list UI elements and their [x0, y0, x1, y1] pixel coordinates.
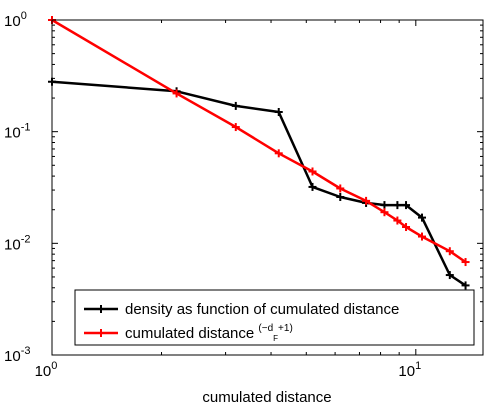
point-density-9 — [402, 201, 411, 210]
x-axis-label: cumulated distance — [202, 389, 331, 406]
point-cumulated-7 — [380, 208, 389, 217]
legend-label-cumulated-sub: F — [273, 334, 278, 343]
legend-marker-density — [97, 305, 105, 313]
point-density-4 — [308, 182, 317, 191]
x-tick-label-0: 100 — [35, 360, 58, 380]
point-cumulated-5 — [336, 184, 345, 193]
legend-label-cumulated-sup-post: +1) — [278, 323, 293, 334]
legend-label-cumulated-main: cumulated distance — [125, 325, 258, 342]
y-tick-label-0: 100 — [4, 10, 27, 30]
y-tick-label-2: 10-2 — [4, 233, 30, 253]
point-cumulated-3 — [274, 149, 283, 158]
legend-label-cumulated-sup-pre: (−d — [258, 323, 273, 334]
point-density-12 — [461, 281, 470, 290]
point-cumulated-4 — [308, 167, 317, 176]
point-cumulated-12 — [461, 258, 470, 267]
point-cumulated-9 — [402, 223, 411, 232]
legend-marker-cumulated — [97, 329, 105, 337]
point-cumulated-2 — [231, 123, 240, 132]
point-density-11 — [445, 271, 454, 280]
y-tick-label-3: 10-3 — [4, 345, 30, 365]
point-density-10 — [418, 213, 427, 222]
plot-area-frame — [51, 19, 484, 356]
tick-layer: 100 101 100 10-1 10-2 10-3 — [4, 10, 483, 380]
point-cumulated-10 — [418, 232, 427, 241]
point-cumulated-1 — [172, 89, 181, 98]
point-cumulated-11 — [445, 247, 454, 256]
series-layer — [48, 16, 470, 290]
x-tick-label-1: 101 — [398, 360, 421, 380]
legend-label-cumulated: cumulated distance (−dF+1) — [125, 323, 293, 343]
point-density-7 — [380, 201, 389, 210]
legend-label-density: density as function of cumulated distanc… — [125, 301, 399, 318]
point-density-3 — [274, 108, 283, 117]
legend: density as function of cumulated distanc… — [74, 289, 475, 346]
point-density-8 — [393, 201, 402, 210]
point-density-2 — [231, 101, 240, 110]
y-tick-label-1: 10-1 — [4, 122, 30, 142]
point-density-5 — [336, 192, 345, 201]
point-cumulated-8 — [393, 216, 402, 225]
legend-box — [74, 289, 475, 346]
point-cumulated-6 — [362, 196, 371, 205]
